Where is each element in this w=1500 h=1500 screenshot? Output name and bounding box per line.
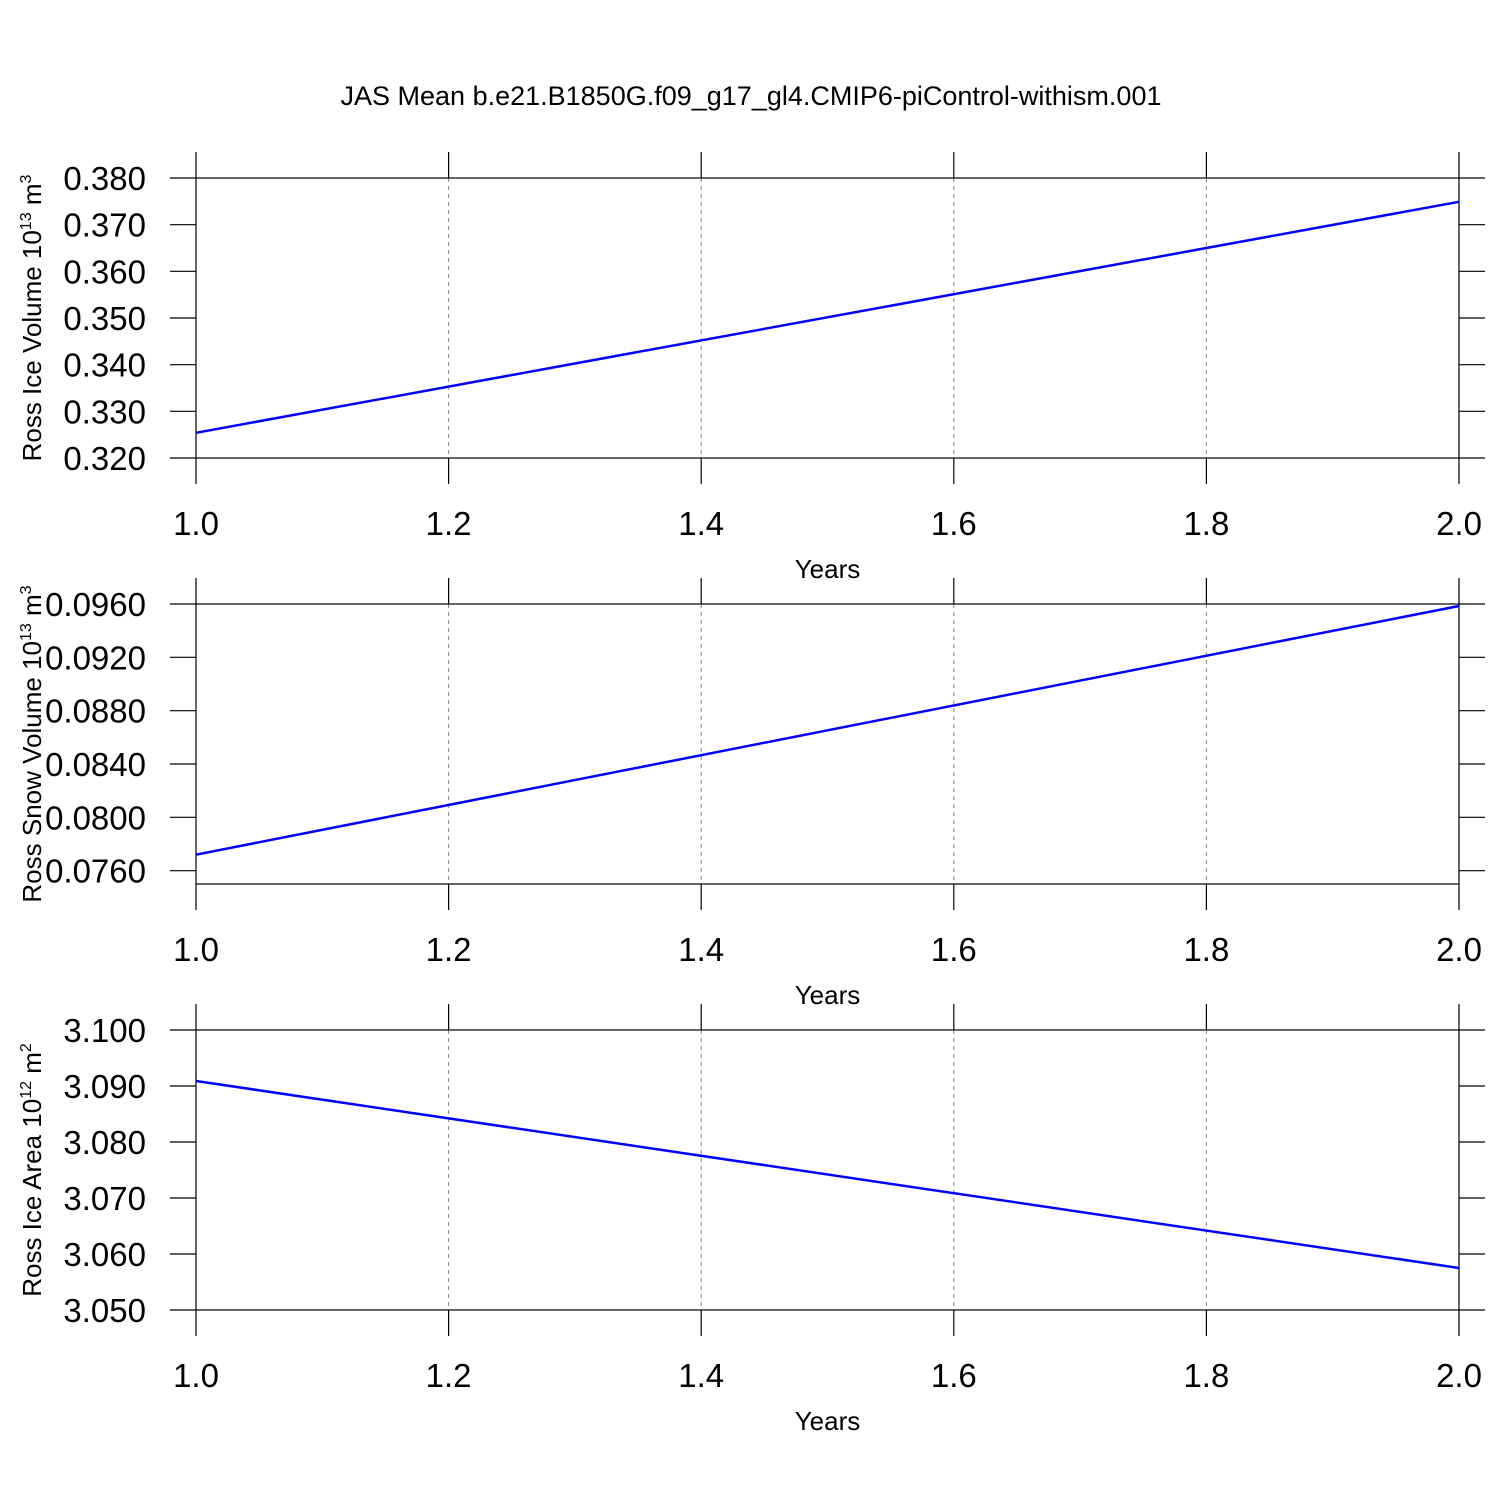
y-axis-label-part: m: [17, 594, 47, 623]
x-tick-label: 1.6: [931, 1357, 977, 1394]
x-tick-label: 1.8: [1183, 505, 1229, 542]
x-tick-label: 1.0: [173, 505, 219, 542]
y-axis-label-part: Ross Ice Area 10: [17, 1099, 47, 1297]
x-tick-label: 1.6: [931, 931, 977, 968]
y-axis-label-exponent: 3: [18, 585, 35, 594]
y-axis-label-exponent: 2: [18, 1043, 35, 1052]
y-tick-label: 0.380: [63, 160, 146, 197]
x-tick-label: 2.0: [1436, 1357, 1482, 1394]
y-tick-label: 0.340: [63, 347, 146, 384]
y-tick-label: 0.370: [63, 207, 146, 244]
data-line: [195, 200, 1460, 435]
x-tick-label: 1.6: [931, 505, 977, 542]
y-tick-label: 0.320: [63, 440, 146, 477]
y-tick-label: 3.090: [63, 1068, 146, 1105]
plot-frame: [195, 177, 1460, 459]
y-tick-label: 0.0760: [45, 853, 146, 890]
y-tick-label: 0.0800: [45, 799, 146, 836]
x-tick-label: 1.2: [426, 505, 472, 542]
x-tick-label: 2.0: [1436, 505, 1482, 542]
x-tick-label: 1.0: [173, 1357, 219, 1394]
x-axis-label: Years: [795, 554, 861, 584]
y-tick-label: 0.0920: [45, 639, 146, 676]
y-axis-label-part: Ross Ice Volume 10: [17, 230, 47, 461]
y-tick-label: 0.0840: [45, 746, 146, 783]
data-line: [195, 1079, 1460, 1270]
y-axis-label-part: m: [17, 1052, 47, 1081]
y-axis-label-exponent: 3: [18, 174, 35, 183]
y-axis-label-exponent: 13: [18, 212, 35, 230]
y-tick-label: 3.060: [63, 1236, 146, 1273]
plot-frame: [195, 1029, 1460, 1311]
x-tick-label: 2.0: [1436, 931, 1482, 968]
y-tick-label: 0.330: [63, 393, 146, 430]
data-line: [195, 604, 1460, 856]
x-axis-label: Years: [795, 1406, 861, 1436]
y-axis-label: Ross Snow Volume 1013 m3: [17, 585, 47, 902]
y-tick-label: 0.350: [63, 300, 146, 337]
y-tick-label: 0.360: [63, 253, 146, 290]
x-tick-label: 1.8: [1183, 1357, 1229, 1394]
x-tick-label: 1.0: [173, 931, 219, 968]
x-tick-label: 1.8: [1183, 931, 1229, 968]
y-axis-label-exponent: 12: [18, 1081, 35, 1099]
y-tick-label: 3.050: [63, 1292, 146, 1329]
y-tick-label: 3.070: [63, 1180, 146, 1217]
y-tick-label: 0.0880: [45, 693, 146, 730]
y-tick-label: 0.0960: [45, 586, 146, 623]
plot-frame: [195, 603, 1460, 885]
x-tick-label: 1.2: [426, 931, 472, 968]
y-tick-label: 3.080: [63, 1124, 146, 1161]
chart-title: JAS Mean b.e21.B1850G.f09_g17_gl4.CMIP6-…: [341, 81, 1162, 111]
x-tick-label: 1.4: [678, 931, 724, 968]
x-tick-label: 1.2: [426, 1357, 472, 1394]
x-tick-label: 1.4: [678, 1357, 724, 1394]
y-axis-label: Ross Ice Area 1012 m2: [17, 1043, 47, 1297]
x-axis-label: Years: [795, 980, 861, 1010]
y-axis-label-exponent: 13: [18, 623, 35, 641]
y-axis-label-part: Ross Snow Volume 10: [17, 641, 47, 903]
y-axis-label-part: m: [17, 183, 47, 212]
y-tick-label: 3.100: [63, 1012, 146, 1049]
y-axis-label: Ross Ice Volume 1013 m3: [17, 174, 47, 461]
x-tick-label: 1.4: [678, 505, 724, 542]
